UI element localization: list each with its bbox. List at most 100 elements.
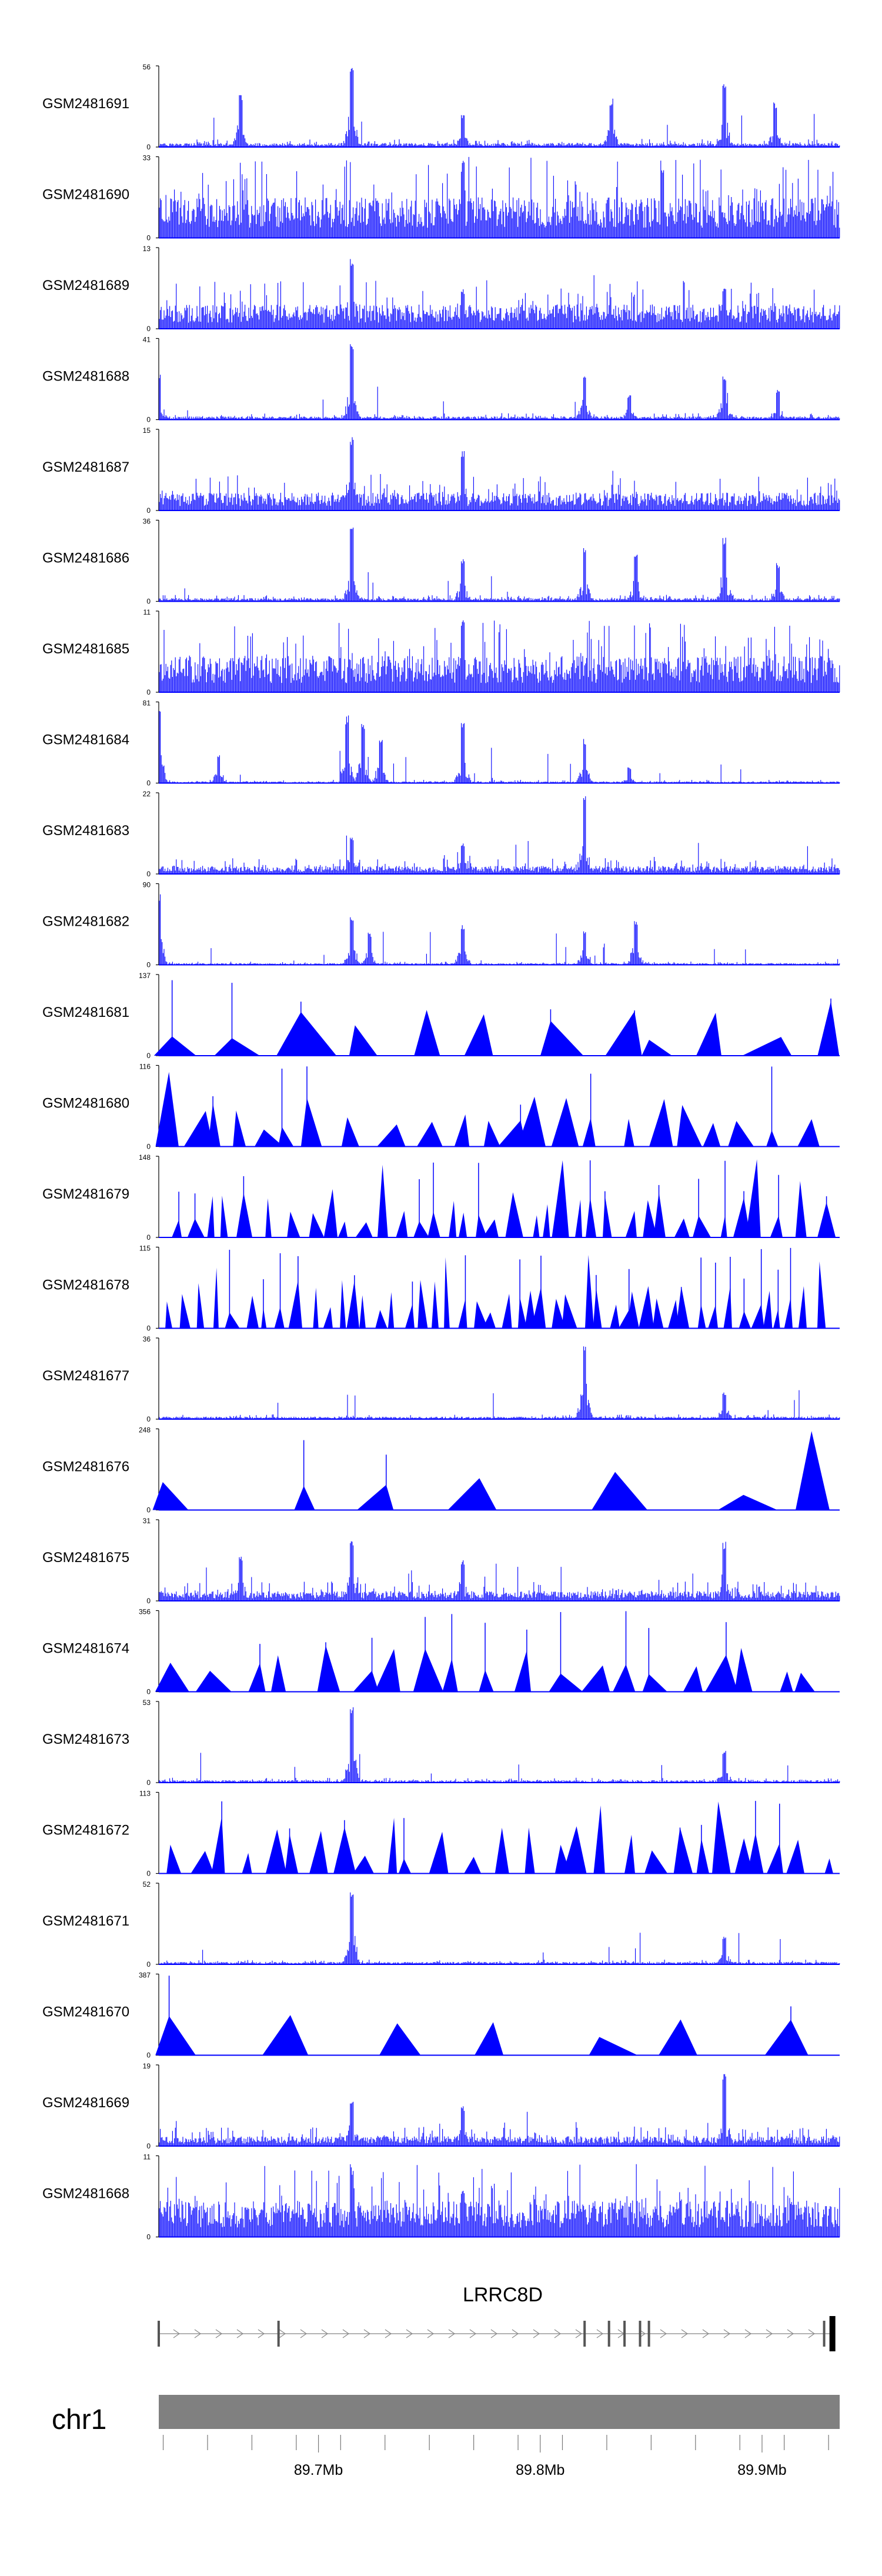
signal-peak (288, 1280, 302, 1329)
y-min-label: 0 (146, 1506, 151, 1514)
y-max-label: 36 (143, 518, 151, 526)
gene-model (158, 2316, 836, 2351)
signal-peak (794, 1673, 815, 1692)
track-label: GSM2481679 (42, 1186, 129, 1202)
signal-peak (255, 1129, 283, 1147)
signal-peak (613, 1664, 636, 1692)
strand-chevron-icon (554, 2329, 562, 2338)
signal-peak (625, 1211, 637, 1237)
track-GSM2481671: GSM2481671 52 0 (42, 1880, 840, 1968)
signal-peak (414, 1010, 440, 1056)
strand-chevron-icon (279, 2329, 286, 2338)
signal-peak (784, 1297, 793, 1329)
track-GSM2481690: GSM2481690 33 0 (42, 154, 840, 242)
strand-chevron-icon (490, 2329, 498, 2338)
strand-chevron-icon (787, 2329, 794, 2338)
signal-peak (323, 1307, 333, 1329)
signal-peak (482, 1312, 496, 1329)
signal-peak (278, 1127, 294, 1147)
track-GSM2481689: GSM2481689 13 0 (42, 245, 840, 333)
y-max-label: 19 (143, 2062, 151, 2070)
signal-peak (196, 1283, 205, 1329)
signal-peak (475, 2022, 504, 2056)
signal-peak (405, 1304, 415, 1329)
signal-peak (649, 1099, 673, 1147)
signal-peak (349, 1025, 377, 1056)
strand-chevron-icon (215, 2329, 223, 2338)
chromosome-label: chr1 (52, 2404, 106, 2435)
signal-peak (294, 1486, 315, 1510)
signal-peak (668, 1300, 679, 1329)
signal-peak (644, 1850, 668, 1874)
signal-peak (797, 1119, 820, 1147)
signal-peak (505, 1192, 523, 1237)
signal-peak (643, 1200, 657, 1237)
y-min-label: 0 (146, 1870, 151, 1878)
signal-peak (413, 1649, 443, 1692)
y-max-label: 53 (143, 1699, 151, 1707)
track-label: GSM2481685 (42, 641, 129, 657)
signal-peak (262, 2015, 309, 2056)
signal-peak (796, 1431, 830, 1510)
signal-peak (313, 1287, 319, 1329)
y-max-label: 115 (139, 1244, 151, 1253)
track-GSM2481675: GSM2481675 31 0 (42, 1517, 840, 1605)
signal-coverage (159, 2074, 840, 2146)
signal-peak (195, 1670, 232, 1692)
signal-peak (432, 1281, 439, 1329)
track-GSM2481681: GSM2481681 137 0 (42, 972, 840, 1060)
signal-peak (377, 1124, 406, 1147)
signal-peak (770, 1216, 783, 1237)
signal-peak (323, 1189, 338, 1237)
track-label: GSM2481686 (42, 550, 129, 566)
strand-chevron-icon (744, 2329, 752, 2338)
signal-coverage (159, 2164, 840, 2237)
y-min-label: 0 (146, 234, 151, 242)
signal-peak (208, 1103, 220, 1147)
strand-chevron-icon (596, 2329, 604, 2338)
signal-peak (248, 1663, 266, 1692)
signal-peak (624, 1119, 634, 1147)
y-max-label: 387 (139, 1971, 151, 1980)
track-label: GSM2481669 (42, 2095, 129, 2111)
y-max-label: 22 (143, 790, 151, 798)
strand-chevron-icon (427, 2329, 435, 2338)
signal-peak (341, 1117, 359, 1147)
signal-peak (377, 1164, 388, 1237)
signal-peak (165, 1301, 172, 1329)
y-max-label: 13 (143, 245, 151, 253)
signal-peak (359, 1295, 366, 1329)
track-label: GSM2481673 (42, 1731, 129, 1747)
signal-peak (693, 1216, 711, 1237)
gene-exon (623, 2321, 626, 2347)
signal-peak (624, 1834, 635, 1874)
signal-coverage (159, 68, 840, 147)
signal-peak (773, 1309, 780, 1329)
track-GSM2481678: GSM2481678 115 0 (42, 1244, 840, 1333)
signal-coverage (159, 1892, 840, 1964)
signal-peak (593, 1805, 605, 1874)
strand-chevron-icon (406, 2329, 413, 2338)
track-GSM2481668: GSM2481668 11 0 (42, 2153, 840, 2241)
signal-peak (653, 1298, 664, 1329)
signal-peak (824, 1858, 833, 1874)
track-label: GSM2481689 (42, 278, 129, 293)
y-min-label: 0 (146, 506, 151, 515)
signal-peak (172, 1220, 182, 1237)
signal-coverage (159, 620, 840, 692)
signal-peak (353, 1670, 379, 1692)
y-min-label: 0 (146, 1688, 151, 1696)
signal-coverage (159, 894, 840, 965)
signal-coverage (159, 437, 840, 510)
signal-peak (603, 1196, 612, 1237)
signal-peak (211, 1816, 225, 1874)
signal-peak (300, 1098, 322, 1147)
signal-peak (187, 1219, 205, 1237)
signal-peak (398, 1858, 411, 1874)
signal-tracks: GSM2481691560GSM2481690330GSM2481689130G… (42, 63, 840, 2241)
strand-chevron-icon (723, 2329, 731, 2338)
y-min-label: 0 (146, 1960, 151, 1968)
signal-peak (717, 1494, 778, 1510)
track-GSM2481676: GSM2481676 248 0 (42, 1426, 840, 1514)
